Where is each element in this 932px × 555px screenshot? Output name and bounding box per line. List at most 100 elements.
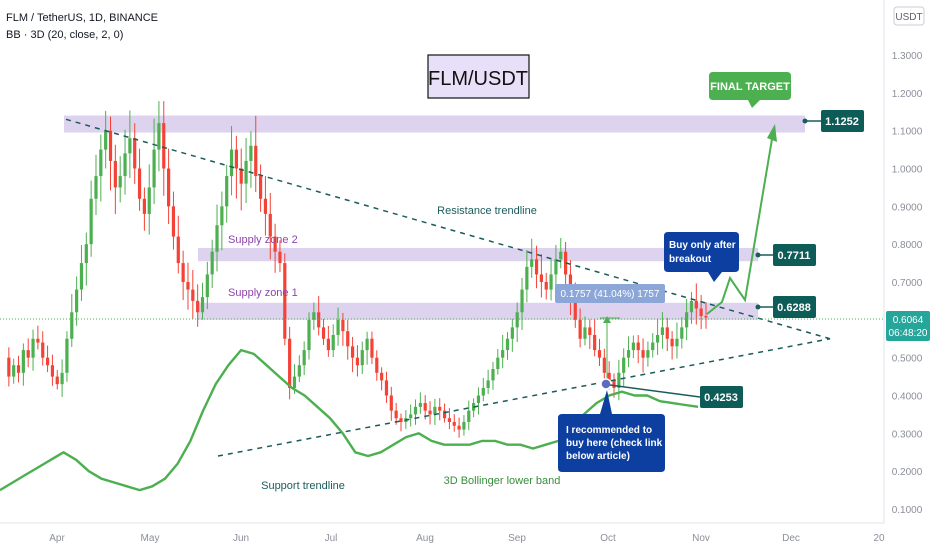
candle-body — [137, 168, 142, 199]
support-trendline-label: Support trendline — [261, 480, 345, 492]
supply-zone-1-label: Supply zone 1 — [228, 287, 298, 299]
candle-body — [50, 365, 55, 377]
price-tag-final-target-text: 1.1252 — [825, 116, 859, 128]
candle-body — [481, 387, 485, 396]
candle-body — [457, 425, 461, 430]
candle-body — [428, 410, 432, 415]
supply-zone-rect — [198, 302, 758, 320]
indicator-header[interactable]: BB · 3D (20, close, 2, 0) — [6, 29, 123, 41]
projection-path — [706, 124, 777, 315]
price-tag-supply-2-box — [773, 244, 816, 266]
candle-body — [283, 263, 287, 339]
candle-body — [593, 334, 597, 351]
candle-body — [588, 327, 592, 335]
buy-point-marker[interactable] — [600, 378, 612, 390]
candle-body — [399, 418, 403, 422]
y-tick-label: 0.4000 — [892, 392, 923, 403]
candle-body — [617, 372, 621, 388]
candle-body — [133, 138, 137, 169]
candle-body — [16, 365, 21, 373]
candle-body — [573, 300, 577, 320]
price-tag-buy-point-box — [700, 386, 743, 408]
candle-body — [171, 206, 176, 237]
support-trendline — [217, 338, 831, 457]
price-tag-supply-1-text: 0.6288 — [777, 302, 811, 314]
y-tick-label: 0.8000 — [892, 240, 923, 251]
title-box-frame — [427, 54, 530, 99]
candle-body — [331, 334, 335, 351]
candle-body — [142, 198, 146, 214]
y-tick-label: 0.7000 — [892, 278, 923, 289]
candle-body — [210, 251, 214, 275]
candle-body — [341, 319, 345, 332]
candle-body — [302, 350, 306, 366]
marker-dot-supply-1 — [755, 304, 761, 310]
y-tick-label: 0.5000 — [892, 354, 923, 365]
y-tick-label: 0.1000 — [892, 505, 923, 516]
resistance-trendline-label: Resistance trendline — [437, 205, 537, 217]
candle-body — [157, 123, 161, 150]
recommended-line-2: buy here (check link — [566, 438, 663, 449]
candle-body — [70, 312, 74, 339]
candle-body — [152, 149, 156, 188]
final-target-callout: FINAL TARGET — [709, 72, 791, 108]
candle-body — [167, 168, 171, 207]
buy-after-line-2: breakout — [669, 254, 712, 265]
candle-body — [249, 145, 253, 161]
candle-body — [360, 350, 364, 366]
candle-body — [583, 327, 587, 339]
current-price-value: 0.6064 — [893, 315, 924, 326]
y-tick-label: 1.0000 — [892, 165, 923, 176]
candle-body — [622, 357, 626, 373]
candle-body — [186, 282, 190, 290]
candle-body — [12, 365, 16, 377]
x-tick-label: 20 — [873, 533, 885, 544]
candle-body — [350, 346, 355, 358]
candle-body — [7, 357, 11, 377]
price-tag-final-target[interactable]: 1.1252 — [821, 110, 864, 132]
price-tag-buy-point[interactable]: 0.4253 — [700, 386, 743, 408]
price-tag-supply-1[interactable]: 0.6288 — [773, 296, 816, 318]
candle-body — [418, 403, 422, 407]
candle-body — [258, 176, 263, 199]
projection-line — [706, 132, 774, 315]
candle-body — [476, 395, 481, 404]
y-tick-label: 0.3000 — [892, 429, 923, 440]
recommended-line-3: below article) — [566, 451, 630, 462]
currency-badge[interactable]: USDT — [893, 6, 925, 26]
buy-after-breakout-callout: Buy only after breakout — [664, 232, 739, 282]
candle-body — [539, 274, 543, 282]
candle-body — [515, 312, 519, 328]
price-tag-final-target-box — [821, 110, 864, 132]
candle-body — [288, 338, 292, 388]
candle-body — [292, 376, 297, 388]
y-tick-label: 0.9000 — [892, 202, 923, 213]
candle-body — [501, 350, 505, 358]
symbol-header[interactable]: FLM / TetherUS, 1D, BINANCE — [6, 12, 158, 24]
candle-body — [200, 297, 205, 313]
candle-body — [162, 123, 166, 169]
candle-body — [704, 316, 708, 318]
candle-body — [505, 338, 510, 351]
recommended-buy-callout: I recommended to buy here (check link be… — [558, 378, 665, 472]
bb-lower-band-label: 3D Bollinger lower band — [444, 475, 561, 487]
candle-body — [113, 160, 117, 188]
supply-zones — [64, 115, 805, 320]
candle-body — [254, 145, 258, 177]
price-tag-buy-point-text: 0.4253 — [704, 392, 738, 404]
candle-body — [234, 149, 238, 169]
candle-body — [205, 274, 209, 298]
title-box-text: FLM/USDT — [428, 68, 528, 90]
candle-body — [99, 149, 103, 177]
measure-box — [555, 284, 665, 303]
y-tick-label: 1.2000 — [892, 89, 923, 100]
price-tag-supply-2[interactable]: 0.7711 — [773, 244, 816, 266]
candle-body — [375, 357, 379, 373]
measure-tool[interactable]: 0.1757 (41.04%) 1757 — [555, 284, 665, 382]
candle-body — [336, 319, 340, 335]
candle-body — [384, 380, 389, 396]
candle-body — [215, 225, 219, 252]
candle-body — [123, 153, 127, 177]
candle-body — [447, 418, 452, 422]
